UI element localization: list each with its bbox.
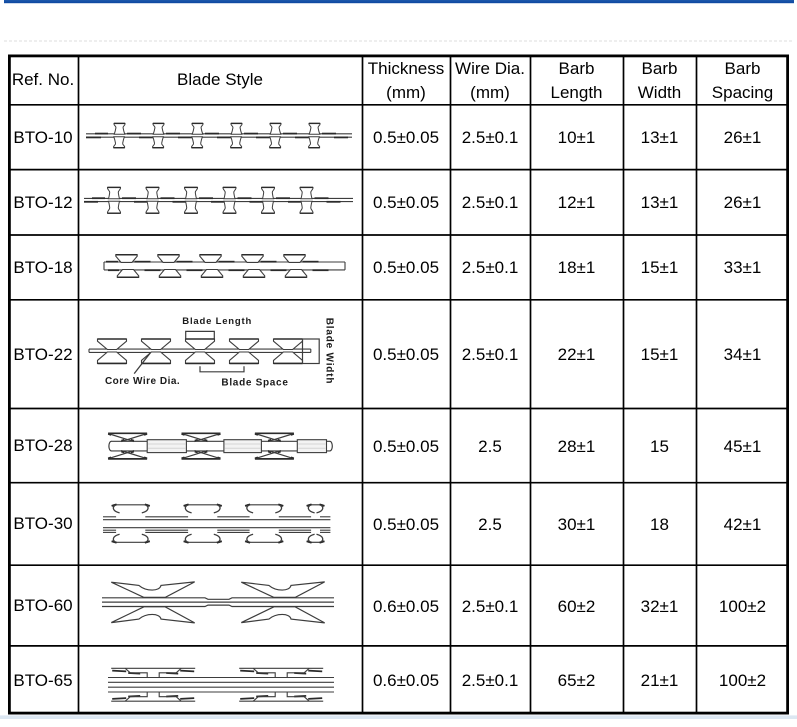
svg-text:Core Wire Dia.: Core Wire Dia. (105, 376, 180, 387)
svg-text:Blade Length: Blade Length (182, 316, 252, 327)
svg-text:Blade Width: Blade Width (324, 318, 335, 385)
svg-text:Blade Space: Blade Space (221, 378, 288, 389)
